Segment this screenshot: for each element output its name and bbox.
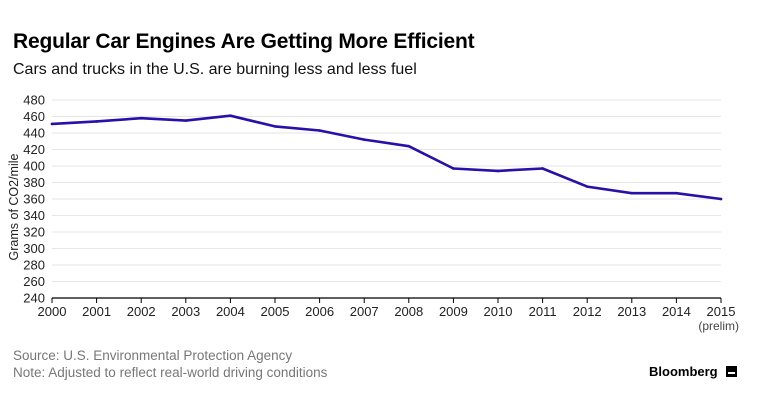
x-tick-label: 2012	[573, 304, 602, 319]
y-tick-label: 440	[23, 126, 45, 141]
axes	[51, 297, 722, 303]
data-point	[95, 120, 98, 123]
y-tick-label: 380	[23, 175, 45, 190]
data-point	[139, 116, 143, 120]
x-tick-label: 2001	[82, 304, 111, 319]
data-point	[630, 191, 634, 195]
x-tick-label: 2006	[305, 304, 334, 319]
data-point	[675, 191, 678, 195]
y-axis-label: Grams of CO2/mile	[7, 153, 21, 260]
x-tick-label: 2002	[127, 304, 156, 319]
data-point	[273, 125, 277, 128]
y-tick-label: 480	[23, 93, 45, 108]
y-tick-label: 340	[23, 208, 45, 223]
x-tick-label: 2008	[394, 304, 423, 319]
data-point	[184, 119, 188, 122]
data-points	[50, 114, 723, 201]
data-point	[719, 197, 723, 201]
data-point	[318, 129, 321, 132]
y-tick-label: 360	[23, 192, 45, 207]
series	[50, 114, 723, 201]
chart-title: Regular Car Engines Are Getting More Eff…	[13, 30, 475, 53]
x-tick-label: 2004	[216, 304, 245, 319]
data-point	[229, 114, 232, 117]
data-point	[452, 167, 455, 170]
series-line	[50, 114, 723, 201]
x-tick-sublabel: (prelim)	[698, 319, 739, 333]
y-tick-label: 320	[23, 225, 45, 240]
x-tick-label: 2011	[529, 304, 557, 319]
y-tick-label: 260	[23, 274, 45, 289]
data-point	[362, 138, 366, 141]
x-tick-label: 2005	[261, 304, 290, 319]
source-note: Source: U.S. Environmental Protection Ag…	[13, 348, 293, 363]
y-tick-label: 300	[23, 241, 45, 256]
x-tick-label: 2003	[171, 304, 200, 319]
data-point	[50, 122, 54, 126]
y-tick-label: 400	[23, 159, 45, 174]
x-tick-label: 2015	[707, 304, 736, 319]
adjustment-note: Note: Adjusted to reflect real-world dri…	[13, 365, 328, 380]
x-tick-label: 2009	[439, 304, 468, 319]
bloomberg-icon	[726, 366, 737, 377]
data-point	[496, 169, 500, 173]
data-point	[541, 167, 544, 170]
x-tick-label: 2010	[484, 304, 513, 319]
bloomberg-logo: Bloomberg	[649, 364, 718, 379]
y-tick-label: 240	[23, 291, 45, 306]
y-tick-label: 280	[23, 258, 45, 273]
data-point	[407, 144, 411, 148]
y-tick-label: 460	[23, 109, 45, 124]
x-tick-label: 2007	[350, 304, 379, 319]
x-tick-label: 2013	[617, 304, 646, 319]
grid-lines	[52, 99, 721, 282]
data-point	[585, 185, 589, 188]
y-tick-label: 420	[23, 142, 45, 157]
x-tick-label: 2000	[38, 304, 67, 319]
x-tick-labels: 2000 2001 2002 2003 2004 2005 2006 2007 2008 2009…	[38, 304, 739, 333]
x-tick-label: 2014	[662, 304, 691, 319]
chart-subtitle: Cars and trucks in the U.S. are burning …	[13, 61, 417, 78]
